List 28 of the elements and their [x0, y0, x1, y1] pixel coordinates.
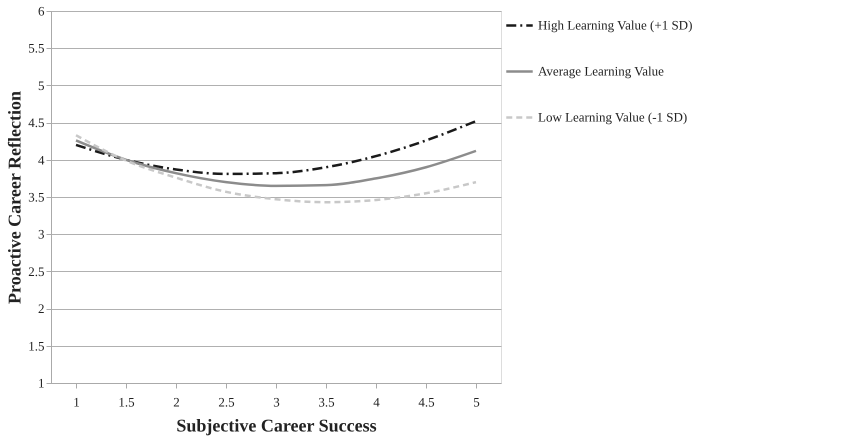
y-tick-label: 5.5 [28, 40, 44, 56]
legend-label: Average Learning Value [538, 64, 664, 78]
x-tick-label: 3 [273, 394, 280, 410]
line-series [74, 139, 478, 188]
line-series [74, 120, 478, 176]
y-tick-label: 1.5 [28, 338, 44, 354]
x-axis-title: Subjective Career Success [176, 416, 377, 436]
y-tick-label: 4 [38, 152, 45, 168]
x-tick-label: 2.5 [218, 394, 235, 410]
x-tick-label: 1.5 [118, 394, 135, 410]
y-tick-label: 2 [38, 301, 44, 316]
y-axis-title: Proactive Career Reflection [4, 91, 24, 304]
y-tick-label: 3 [38, 226, 44, 242]
y-tick-label: 2.5 [28, 264, 44, 279]
y-tick-label: 4.5 [28, 115, 44, 130]
x-tick-label: 4.5 [418, 394, 435, 410]
legend-label: High Learning Value (+1 SD) [538, 18, 692, 32]
legend-label: Low Learning Value (-1 SD) [538, 110, 688, 124]
y-tick-label: 1 [38, 376, 44, 390]
y-tick-label: 3.5 [28, 190, 44, 204]
x-tick-label: 3.5 [318, 394, 335, 410]
x-tick-label: 2 [173, 394, 180, 410]
y-tick-label: 5 [38, 78, 44, 93]
x-tick-label: 4 [373, 394, 380, 410]
line-series [74, 134, 478, 204]
x-tick-label: 5 [473, 394, 480, 410]
x-tick-label: 1 [73, 394, 80, 410]
y-tick-label: 6 [38, 4, 45, 18]
